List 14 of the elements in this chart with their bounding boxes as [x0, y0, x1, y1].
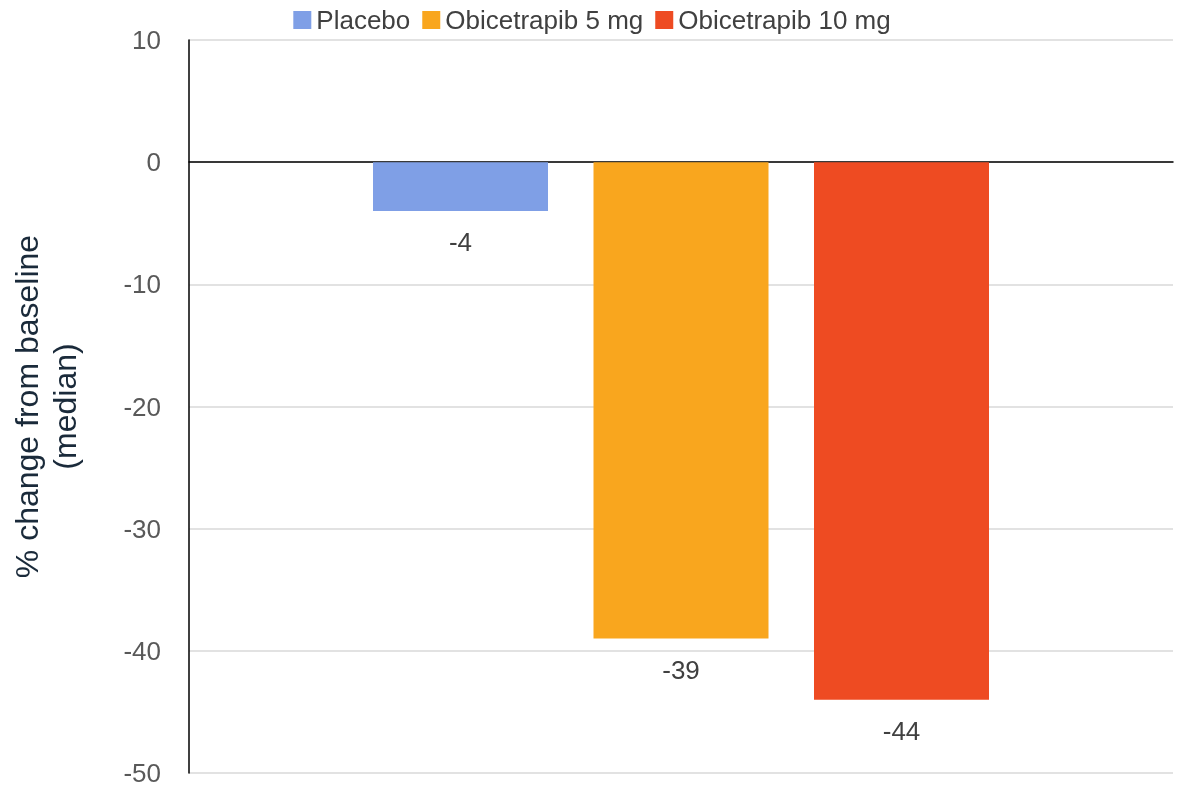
- legend-label: Obicetrapib 10 mg: [678, 5, 891, 35]
- y-tick-label: -10: [123, 269, 161, 300]
- y-tick-label: -50: [123, 758, 161, 786]
- legend-label: Obicetrapib 5 mg: [445, 5, 644, 35]
- data-label: -44: [882, 715, 921, 746]
- y-tick-label: -40: [123, 635, 161, 666]
- legend-label: Placebo: [316, 5, 411, 35]
- y-tick-label: 10: [132, 25, 161, 55]
- data-label: -39: [662, 654, 700, 685]
- y-tick-label: -30: [123, 513, 161, 544]
- y-axis-title: % change from baseline (median): [9, 234, 83, 579]
- y-tick-label: -20: [123, 391, 161, 422]
- y-tick-label: 0: [146, 147, 161, 178]
- data-label: -4: [448, 227, 473, 258]
